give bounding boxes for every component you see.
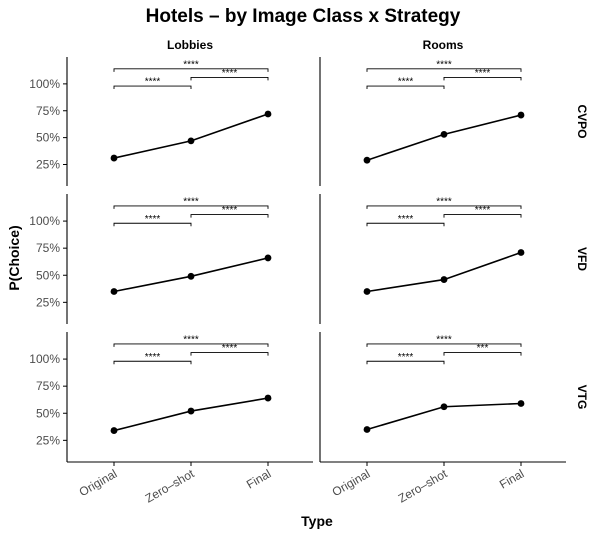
data-point-cvpo-lobbies-original bbox=[110, 154, 118, 162]
y-tick-label-cvpo-1: 50% bbox=[36, 131, 60, 145]
data-point-vfd-lobbies-zero-shot bbox=[187, 272, 195, 280]
data-point-vfd-lobbies-original bbox=[110, 288, 118, 295]
sig-bracket-vtg-rooms-original-zero-shot bbox=[366, 360, 445, 365]
sig-label-cvpo-rooms-original-final: **** bbox=[436, 59, 452, 70]
row-strip-vtg: VTG bbox=[575, 385, 589, 410]
data-point-vtg-lobbies-zero-shot bbox=[187, 407, 195, 415]
x-axis-title: Type bbox=[301, 513, 333, 529]
data-point-cvpo-rooms-zero-shot bbox=[440, 131, 448, 138]
sig-bracket-cvpo-rooms-original-zero-shot bbox=[366, 85, 445, 90]
column-strip-lobbies: Lobbies bbox=[167, 38, 213, 52]
x-tick-label-lobbies-final: Final bbox=[244, 466, 274, 491]
sig-label-vtg-lobbies-zero-shot-final: **** bbox=[222, 343, 238, 354]
sig-label-vfd-lobbies-zero-shot-final: **** bbox=[222, 205, 238, 216]
sig-label-vtg-lobbies-original-zero-shot: **** bbox=[145, 352, 161, 363]
sig-bracket-vtg-lobbies-original-final bbox=[113, 343, 269, 347]
y-tick-label-vtg-3: 100% bbox=[29, 352, 60, 366]
sig-label-vtg-rooms-original-zero-shot: **** bbox=[398, 352, 414, 363]
y-tick-label-vtg-2: 75% bbox=[36, 379, 60, 393]
y-tick-label-vtg-1: 50% bbox=[36, 406, 60, 420]
sig-bracket-vtg-rooms-original-final bbox=[366, 343, 522, 347]
data-point-vfd-rooms-original bbox=[363, 288, 371, 295]
sig-bracket-vfd-rooms-original-zero-shot bbox=[366, 222, 445, 227]
sig-bracket-cvpo-lobbies-original-zero-shot bbox=[113, 85, 192, 90]
data-point-vtg-lobbies-final bbox=[264, 394, 272, 402]
sig-bracket-cvpo-rooms-zero-shot-final bbox=[443, 76, 522, 81]
x-tick-label-lobbies-original: Original bbox=[77, 466, 120, 499]
column-strip-rooms: Rooms bbox=[423, 38, 464, 52]
sig-bracket-vfd-lobbies-zero-shot-final bbox=[190, 214, 269, 218]
x-tick-label-rooms-zero-shot: Zero–shot bbox=[396, 466, 450, 505]
sig-label-vtg-rooms-zero-shot-final: *** bbox=[477, 343, 489, 354]
series-line-vfd-rooms bbox=[366, 251, 522, 293]
sig-label-cvpo-rooms-zero-shot-final: **** bbox=[475, 68, 491, 79]
y-tick-label-cvpo-3: 100% bbox=[29, 77, 60, 91]
x-tick-label-rooms-final: Final bbox=[497, 466, 527, 491]
x-tick-label-rooms-original: Original bbox=[330, 466, 373, 499]
data-point-vfd-rooms-zero-shot bbox=[440, 276, 448, 283]
sig-label-vfd-lobbies-original-zero-shot: **** bbox=[145, 214, 161, 225]
sig-label-vfd-rooms-original-zero-shot: **** bbox=[398, 214, 414, 225]
data-point-cvpo-rooms-original bbox=[363, 156, 371, 164]
sig-bracket-vfd-lobbies-original-zero-shot bbox=[113, 222, 192, 227]
y-tick-label-vfd-2: 75% bbox=[36, 241, 60, 255]
sig-label-cvpo-rooms-original-zero-shot: **** bbox=[398, 77, 414, 88]
sig-bracket-vtg-rooms-zero-shot-final bbox=[443, 352, 522, 356]
panels-group: 25% 50% 75% 100% CVPO 25% 50% 75% 100% VFD 25% 50% 7… bbox=[29, 57, 589, 506]
data-point-vfd-lobbies-final bbox=[264, 254, 272, 262]
row-strip-cvpo: CVPO bbox=[575, 104, 589, 138]
sig-bracket-vfd-lobbies-original-final bbox=[113, 205, 269, 209]
y-axis-title: P(Choice) bbox=[6, 225, 22, 290]
sig-bracket-vtg-lobbies-zero-shot-final bbox=[190, 352, 269, 356]
y-tick-label-vfd-1: 50% bbox=[36, 268, 60, 282]
sig-label-vtg-lobbies-original-final: **** bbox=[183, 334, 199, 345]
data-point-vtg-rooms-final bbox=[517, 400, 525, 407]
data-point-vtg-rooms-original bbox=[363, 426, 371, 433]
sig-bracket-vfd-rooms-zero-shot-final bbox=[443, 214, 522, 218]
data-point-cvpo-lobbies-zero-shot bbox=[187, 137, 195, 145]
sig-label-cvpo-lobbies-original-zero-shot: **** bbox=[145, 77, 161, 88]
chart-title: Hotels – by Image Class x Strategy bbox=[146, 6, 461, 27]
series-line-cvpo-lobbies bbox=[113, 113, 269, 159]
row-strip-vfd: VFD bbox=[575, 247, 589, 271]
sig-label-vfd-rooms-zero-shot-final: **** bbox=[475, 205, 491, 216]
sig-label-vfd-rooms-original-final: **** bbox=[436, 196, 452, 207]
sig-bracket-vfd-rooms-original-final bbox=[366, 205, 522, 209]
y-tick-label-vfd-0: 25% bbox=[36, 295, 60, 309]
data-point-vtg-rooms-zero-shot bbox=[440, 403, 448, 411]
sig-label-vfd-lobbies-original-final: **** bbox=[183, 196, 199, 207]
data-point-vtg-lobbies-original bbox=[110, 427, 118, 434]
sig-bracket-cvpo-lobbies-original-final bbox=[113, 68, 269, 72]
y-tick-label-cvpo-2: 75% bbox=[36, 104, 60, 118]
sig-label-vtg-rooms-original-final: **** bbox=[436, 334, 452, 345]
sig-bracket-vtg-lobbies-original-zero-shot bbox=[113, 360, 192, 365]
sig-label-cvpo-lobbies-original-final: **** bbox=[183, 59, 199, 70]
data-point-cvpo-rooms-final bbox=[517, 111, 525, 119]
y-tick-label-vfd-3: 100% bbox=[29, 214, 60, 228]
sig-label-cvpo-lobbies-zero-shot-final: **** bbox=[222, 68, 238, 79]
sig-bracket-cvpo-rooms-original-final bbox=[366, 68, 522, 72]
y-tick-label-vtg-0: 25% bbox=[36, 433, 60, 447]
data-point-vfd-rooms-final bbox=[517, 249, 525, 256]
sig-bracket-cvpo-lobbies-zero-shot-final bbox=[190, 76, 269, 81]
x-tick-label-lobbies-zero-shot: Zero–shot bbox=[143, 466, 197, 505]
y-tick-label-cvpo-0: 25% bbox=[36, 158, 60, 172]
data-point-cvpo-lobbies-final bbox=[264, 110, 272, 118]
